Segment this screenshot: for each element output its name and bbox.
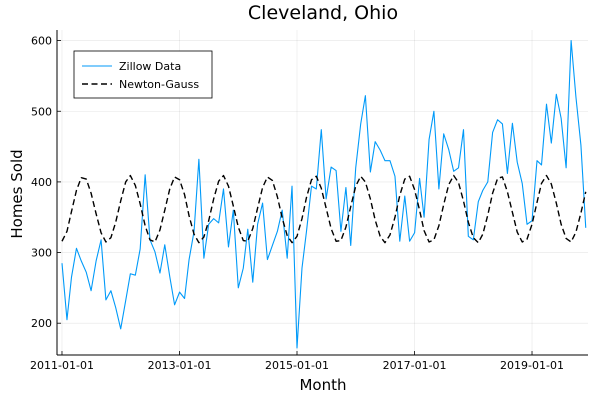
x-axis-label: Month [299, 376, 346, 394]
chart-title: Cleveland, Ohio [248, 2, 398, 24]
y-tick-label: 500 [31, 105, 52, 118]
legend: Zillow Data Newton-Gauss [73, 50, 213, 99]
x-tick-label: 2017-01-01 [383, 359, 447, 372]
legend-label: Newton-Gauss [119, 78, 199, 91]
legend-label: Zillow Data [119, 60, 181, 73]
x-tick-label: 2019-01-01 [500, 359, 564, 372]
series-line-zillow-data [61, 40, 587, 349]
y-tick-label: 200 [31, 317, 52, 330]
x-tick-label: 2011-01-01 [30, 359, 94, 372]
y-axis-label: Homes Sold [8, 149, 26, 238]
series-line-newton-gauss [61, 174, 587, 244]
y-tick-label: 600 [31, 35, 52, 48]
series-layer [61, 40, 587, 349]
legend-box [73, 50, 213, 99]
x-tick-label: 2015-01-01 [265, 359, 329, 372]
x-tick-label: 2013-01-01 [148, 359, 212, 372]
y-tick-label: 300 [31, 247, 52, 260]
axes: 2011-01-01 2013-01-01 2015-01-01 2017-01-01… [30, 30, 588, 372]
y-tick-label: 400 [31, 176, 52, 189]
